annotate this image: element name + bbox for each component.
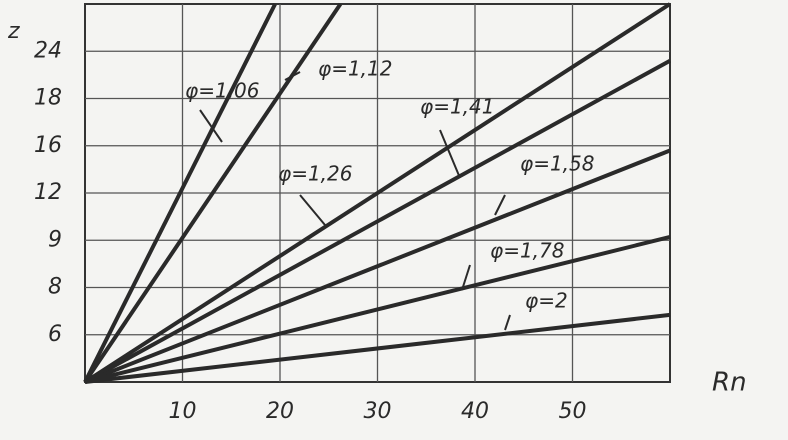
series-line bbox=[83, 3, 277, 383]
x-tick-label: 40 bbox=[461, 399, 489, 424]
leader-line bbox=[439, 129, 461, 179]
series-line bbox=[84, 235, 671, 384]
series-label: φ=1,26 bbox=[278, 162, 352, 186]
series-label: φ=1,06 bbox=[185, 79, 259, 103]
y-tick-label: 18 bbox=[34, 86, 62, 111]
leader-line bbox=[504, 314, 511, 331]
leader-line bbox=[284, 71, 301, 81]
leader-line bbox=[199, 109, 223, 143]
series-label: φ=1,12 bbox=[318, 57, 392, 81]
x-tick-label: 30 bbox=[364, 399, 392, 424]
leader-line bbox=[461, 264, 471, 291]
y-tick-label: 8 bbox=[48, 275, 62, 300]
leader-line bbox=[299, 194, 326, 226]
series-label: φ=1,78 bbox=[490, 239, 564, 263]
series-label: φ=2 bbox=[525, 289, 568, 313]
series-label: φ=1,58 bbox=[520, 152, 594, 176]
series-line bbox=[83, 2, 343, 384]
y-tick-label: 6 bbox=[48, 322, 62, 347]
x-tick-label: 20 bbox=[266, 399, 294, 424]
x-tick-label: 50 bbox=[559, 399, 587, 424]
y-tick-label: 24 bbox=[34, 38, 62, 63]
series-label: φ=1,41 bbox=[420, 95, 494, 119]
y-axis-label: z bbox=[7, 19, 20, 44]
series-line bbox=[84, 312, 671, 384]
series-line bbox=[84, 148, 671, 384]
series-line bbox=[84, 58, 671, 384]
x-tick-label: 10 bbox=[169, 399, 197, 424]
leader-line bbox=[494, 194, 506, 216]
y-tick-label: 16 bbox=[34, 133, 62, 158]
y-tick-label: 9 bbox=[48, 227, 62, 252]
series-line bbox=[83, 2, 672, 384]
x-axis-label: Rn bbox=[712, 368, 747, 398]
y-tick-label: 12 bbox=[34, 180, 62, 205]
